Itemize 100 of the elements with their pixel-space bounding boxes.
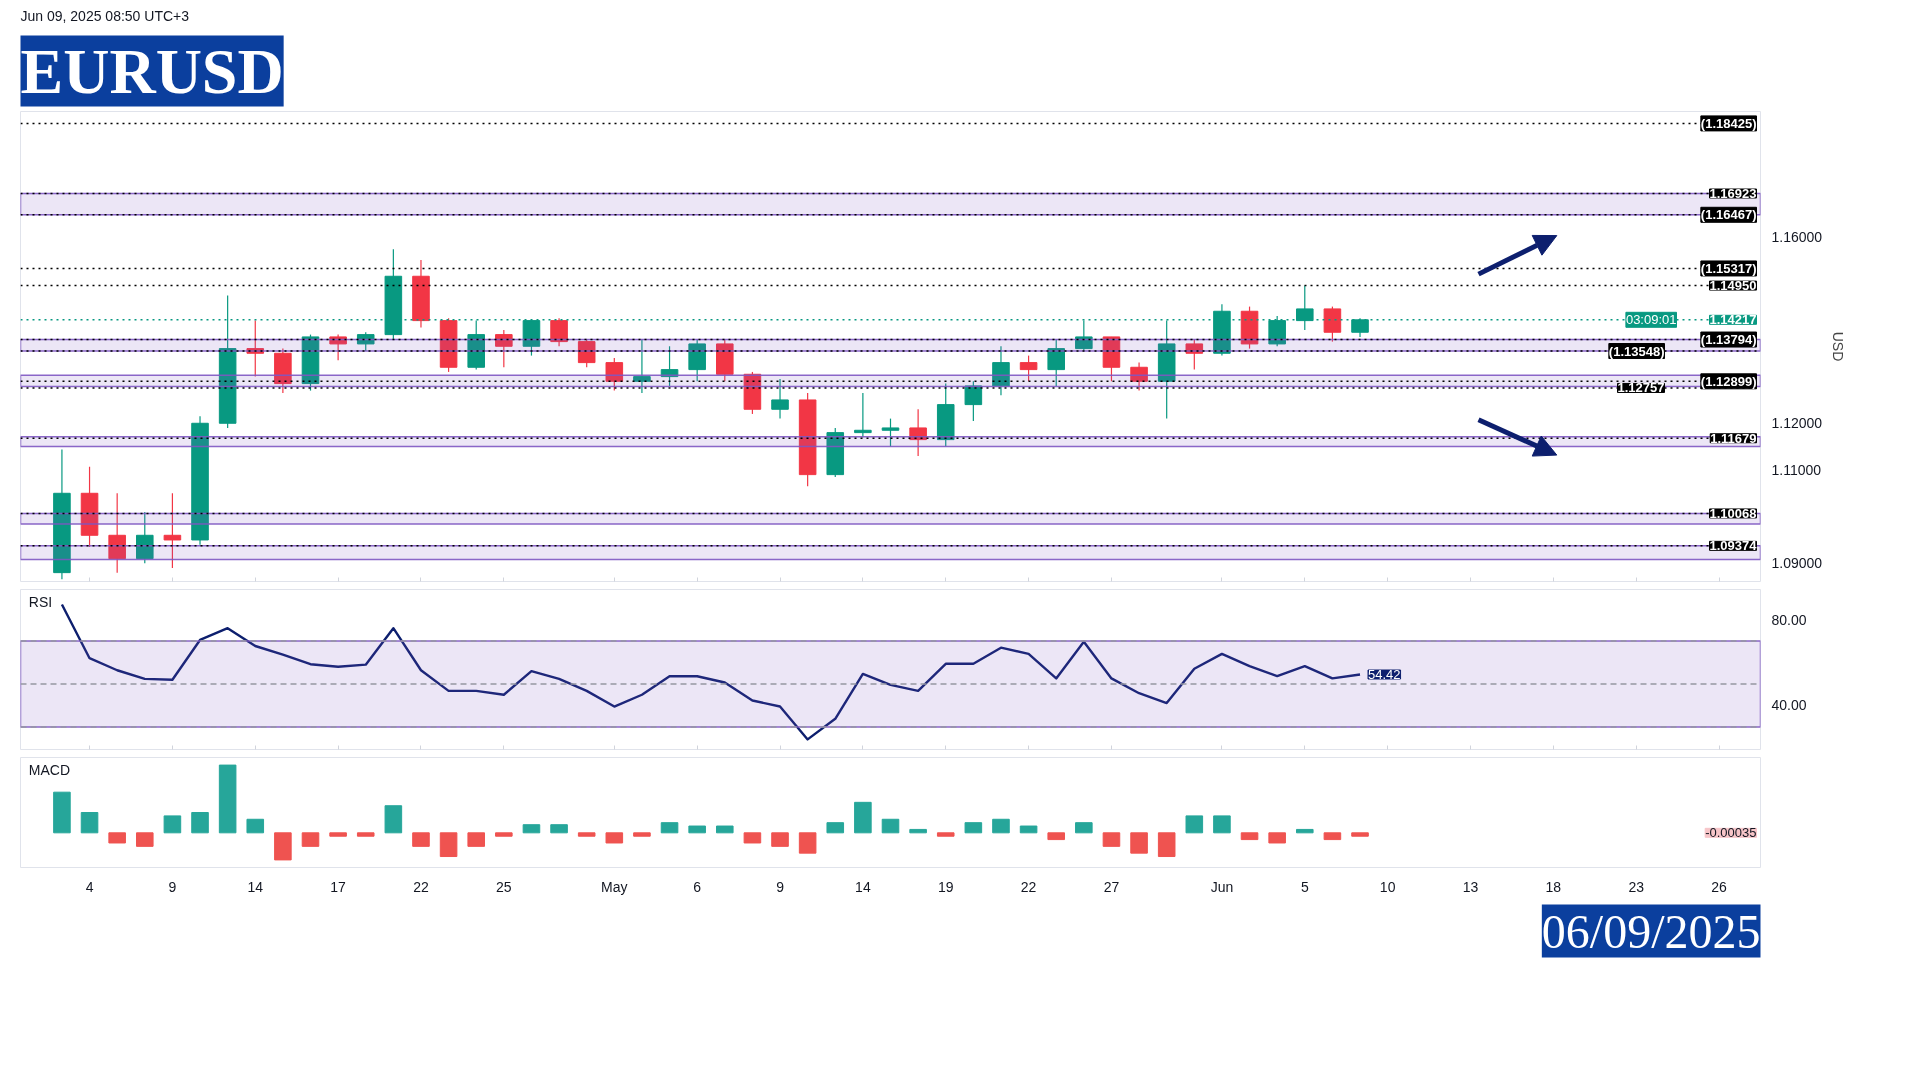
candlestick [909,408,927,457]
candlestick [1047,338,1065,387]
bar [909,828,927,834]
bar [467,832,485,847]
ref-line-label: 1.10068 [1709,505,1757,521]
candlestick [329,334,347,361]
candlestick [1130,362,1148,392]
bar [1047,832,1065,841]
candlestick [108,492,126,574]
x-tick-label: 25 [496,878,512,895]
ref-line-label: 1.12757 [1617,380,1665,396]
x-tick-label: 5 [1300,878,1309,895]
bar [384,805,403,834]
x-tick-label: 18 [1545,878,1562,895]
bar [1130,832,1148,854]
annotation: 03:09:01 [1625,312,1677,328]
candlestick [1323,305,1342,343]
bar [108,832,126,844]
bar [191,812,209,834]
chart-title: EURUSD [20,35,284,107]
x-tick-label: 26 [1711,878,1728,895]
candlestick [1185,338,1204,371]
bar [495,832,513,837]
candlestick [992,345,1010,396]
bar [1185,815,1204,834]
candlestick [881,418,900,448]
bar [439,832,458,858]
bar [992,818,1010,834]
candlestick [660,345,679,387]
bar [743,832,762,844]
candlestick [605,357,624,392]
ref-line-label: 1.11679 [1710,430,1757,446]
ref-line-label: 1.14217 [1709,312,1757,328]
x-tick-label: 27 [1103,878,1120,895]
bar [53,791,71,834]
bar [163,815,182,834]
ref-line-label: 1.16923 [1709,186,1757,201]
bar [80,812,99,834]
bar [274,832,292,861]
candlestick [1019,355,1038,382]
bar [1268,832,1286,844]
x-tick-label: Jun [1210,878,1234,895]
x-tick-label: 22 [1020,878,1037,895]
bar [881,818,900,834]
candlestick [356,331,375,352]
bar [577,832,596,837]
ref-line-label: (1.12899) [1700,373,1757,389]
candlestick [964,380,983,422]
bar [550,824,568,834]
bar [246,818,265,834]
bar [1157,832,1176,858]
bar [329,832,347,837]
bar [218,764,237,834]
bar [605,832,624,844]
candlestick [495,329,513,368]
bar [412,832,430,847]
ref-line-label: (1.13548) [1608,343,1665,359]
y-tick-label: 1.16000 [1771,228,1823,245]
x-tick-label: 9 [168,878,177,895]
candlestick [771,378,789,420]
x-tick-label: 6 [693,878,702,895]
candlestick [163,492,182,569]
bar [1102,832,1121,847]
bar [660,822,679,834]
x-tick-label: 9 [776,878,785,895]
ref-line-label: (1.16467) [1700,207,1757,223]
candlestick [577,338,596,368]
x-tick-label: 14 [247,878,264,895]
ref-line-label: (1.18425) [1700,115,1757,131]
bar [1213,815,1231,834]
x-tick-label: 14 [855,878,871,895]
x-tick-label: May [601,878,628,895]
ref-line-label: 1.09374 [1709,538,1758,554]
bar [1296,828,1314,834]
bar [826,822,845,834]
x-tick-label: 17 [330,878,347,895]
ref-line-label: (1.15317) [1700,260,1757,276]
bar [1240,832,1259,841]
chart-title: MACD [28,761,71,778]
bar [771,832,789,847]
x-tick-label: 19 [937,878,954,895]
y-tick-label: 80.00 [1771,611,1807,628]
chart-title: RSI [28,593,53,610]
candlestick [854,392,872,438]
candlestick [633,338,651,394]
bar [356,832,375,837]
bar [633,832,651,837]
candlestick [550,317,568,347]
x-tick-label: 4 [85,878,94,895]
annotation: -0.00035 [1705,825,1757,841]
y-tick-label: 1.11000 [1771,461,1822,478]
data-label: 54.42 [1368,667,1401,682]
bar [964,822,983,834]
bar [301,832,320,847]
y-tick-label: 1.09000 [1771,555,1823,572]
x-tick-label: 22 [413,878,429,895]
line-series [60,603,1362,741]
candlestick [136,511,154,564]
text: 06/09/2025 [1541,904,1761,958]
bar [854,801,872,834]
